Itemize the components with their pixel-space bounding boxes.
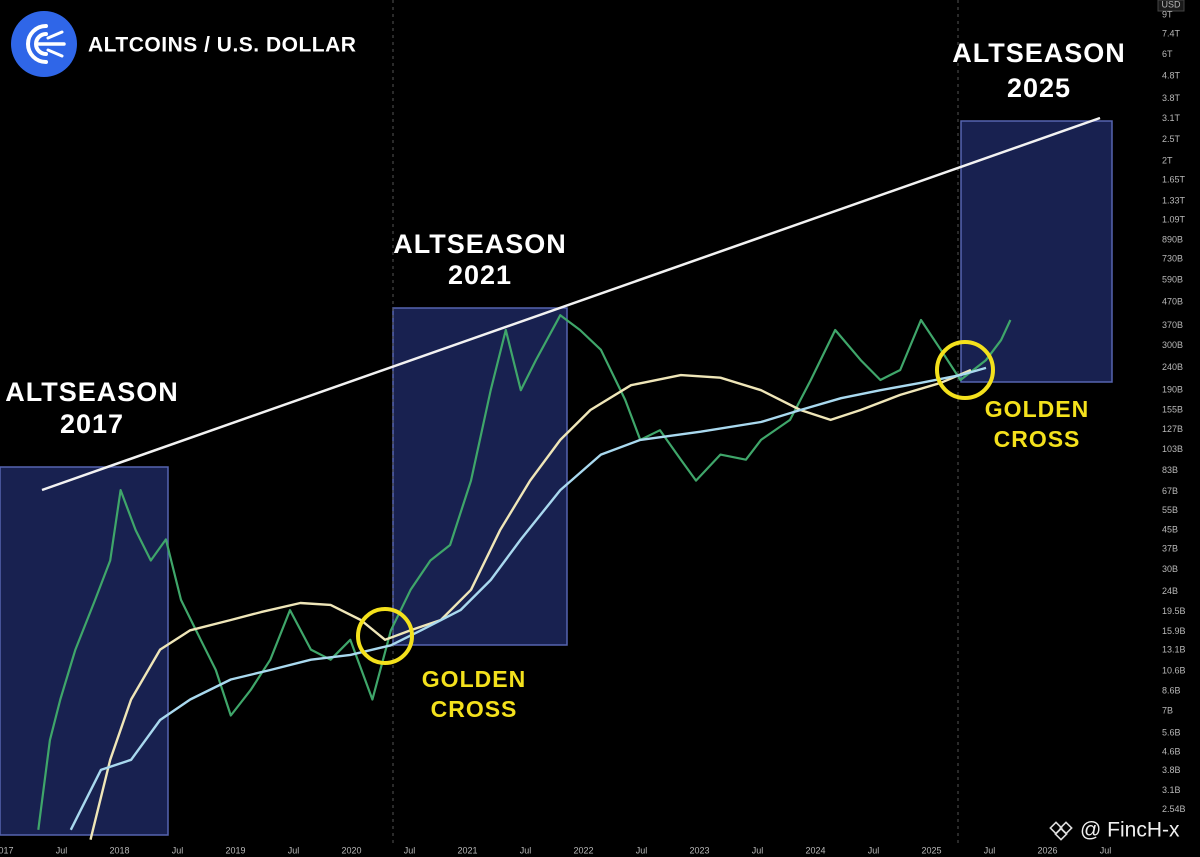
x-tick-label: Jul — [984, 845, 996, 855]
x-tick-label: Jul — [404, 845, 416, 855]
y-tick-label: 890B — [1162, 234, 1183, 244]
x-tick-label: Jul — [520, 845, 532, 855]
x-tick-label: Jul — [868, 845, 880, 855]
y-tick-label: 3.1B — [1162, 785, 1181, 795]
x-tick-label: Jul — [636, 845, 648, 855]
x-tick-label: 2023 — [689, 845, 709, 855]
annotation: ALTSEASON — [952, 38, 1126, 68]
golden-cross-circle — [935, 340, 995, 400]
y-tick-label: 67B — [1162, 486, 1178, 496]
y-tick-label: 3.8T — [1162, 93, 1181, 103]
y-tick-label: 240B — [1162, 362, 1183, 372]
x-tick-label: 2019 — [225, 845, 245, 855]
y-tick-label: 103B — [1162, 444, 1183, 454]
y-tick-label: 4.8T — [1162, 71, 1181, 81]
annotation: ALTSEASON — [393, 229, 567, 259]
y-tick-label: 5.6B — [1162, 727, 1181, 737]
season-box — [0, 466, 169, 836]
y-tick-label: 83B — [1162, 465, 1178, 475]
x-tick-label: 2018 — [109, 845, 129, 855]
currency-label: USD — [1161, 0, 1181, 9]
annotation: CROSS — [431, 696, 518, 722]
chart-title: ALTCOINS / U.S. DOLLAR — [88, 34, 356, 57]
price-line — [37, 314, 1012, 830]
y-tick-label: 13.1B — [1162, 645, 1186, 655]
y-tick-label: 127B — [1162, 424, 1183, 434]
x-tick-label: 2021 — [457, 845, 477, 855]
watermark-icon — [1049, 821, 1073, 841]
annotation: ALTSEASON — [5, 377, 179, 407]
y-tick-label: 190B — [1162, 385, 1183, 395]
x-tick-label: Jul — [56, 845, 68, 855]
x-tick-label: Jul — [752, 845, 764, 855]
annotation: GOLDEN — [422, 666, 526, 692]
y-tick-label: 590B — [1162, 274, 1183, 284]
y-tick-label: 470B — [1162, 296, 1183, 306]
y-tick-label: 1.09T — [1162, 215, 1186, 225]
y-tick-label: 7B — [1162, 706, 1173, 716]
moving-average — [69, 366, 987, 831]
y-tick-label: 7.4T — [1162, 28, 1181, 38]
plot-area — [37, 314, 1012, 840]
y-tick-label: 1.65T — [1162, 174, 1186, 184]
y-tick-label: 9T — [1162, 9, 1173, 19]
logo — [11, 11, 77, 77]
y-tick-label: 4.6B — [1162, 746, 1181, 756]
annotation: GOLDEN — [985, 396, 1089, 422]
x-tick-label: Jul — [288, 845, 300, 855]
season-box — [392, 307, 568, 646]
y-tick-label: 45B — [1162, 525, 1178, 535]
y-tick-label: 2.54B — [1162, 804, 1186, 814]
y-tick-label: 300B — [1162, 340, 1183, 350]
x-tick-label: 2020 — [341, 845, 361, 855]
x-tick-label: 2025 — [921, 845, 941, 855]
season-box — [960, 120, 1113, 383]
x-tick-label: 2026 — [1037, 845, 1057, 855]
annotation: 2021 — [448, 260, 512, 290]
y-tick-label: 1.33T — [1162, 195, 1186, 205]
x-tick-label: Jul — [172, 845, 184, 855]
x-tick-label: Jul — [1100, 845, 1112, 855]
y-tick-label: 730B — [1162, 254, 1183, 264]
moving-average — [89, 368, 972, 840]
golden-cross-circle — [356, 607, 414, 665]
x-tick-label: 2017 — [0, 845, 13, 855]
y-tick-label: 19.5B — [1162, 606, 1186, 616]
y-tick-label: 8.6B — [1162, 686, 1181, 696]
y-tick-label: 24B — [1162, 586, 1178, 596]
watermark: @ FincH-x — [1080, 819, 1180, 842]
y-tick-label: 30B — [1162, 564, 1178, 574]
y-tick-label: 15.9B — [1162, 626, 1186, 636]
annotation: 2017 — [60, 409, 124, 439]
annotation: CROSS — [994, 426, 1081, 452]
y-tick-label: 3.8B — [1162, 765, 1181, 775]
y-tick-label: 37B — [1162, 544, 1178, 554]
y-tick-label: 155B — [1162, 404, 1183, 414]
x-tick-label: 2022 — [573, 845, 593, 855]
y-tick-label: 2T — [1162, 156, 1173, 166]
x-tick-label: 2024 — [805, 845, 825, 855]
y-tick-label: 370B — [1162, 320, 1183, 330]
y-tick-label: 6T — [1162, 49, 1173, 59]
y-tick-label: 3.1T — [1162, 113, 1181, 123]
unit-box — [1157, 0, 1185, 12]
y-tick-label: 2.5T — [1162, 134, 1181, 144]
y-tick-label: 10.6B — [1162, 665, 1186, 675]
annotation: 2025 — [1007, 73, 1071, 103]
y-tick-label: 55B — [1162, 505, 1178, 515]
trend-line — [41, 116, 1101, 492]
